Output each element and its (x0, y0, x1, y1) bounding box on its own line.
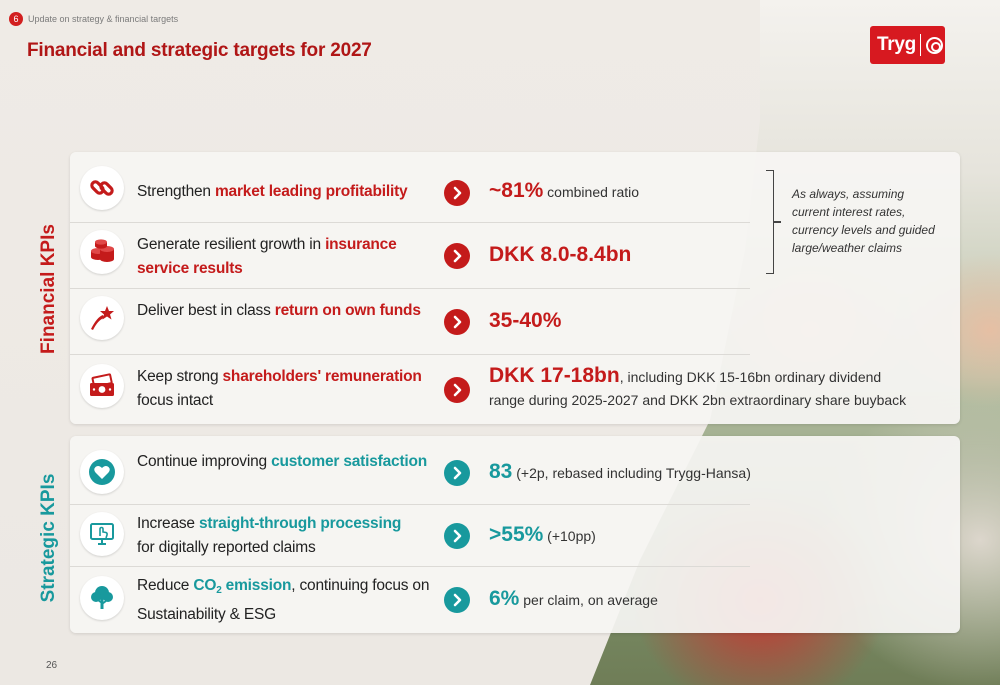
cash-icon (80, 364, 124, 408)
page-title: Financial and strategic targets for 2027 (27, 40, 372, 61)
kpi-description: Continue improving customer satisfaction (137, 453, 428, 470)
section-number-badge: 6 (9, 12, 23, 26)
logo-separator (919, 34, 921, 56)
coin-stack-icon (80, 230, 124, 274)
kpi-description: Generate resilient growth in insurance s… (137, 236, 397, 277)
strategic-kpi-row: Continue improving customer satisfaction… (70, 444, 960, 502)
chevron-right-icon (444, 523, 470, 549)
row-divider (70, 354, 750, 355)
kpi-description: Strengthen market leading profitability (137, 183, 408, 200)
row-divider (70, 222, 750, 223)
kpi-target: DKK 8.0-8.4bn (489, 243, 632, 266)
chevron-right-icon (444, 377, 470, 403)
note-bracket (766, 170, 774, 274)
kpi-description: Deliver best in class return on own fund… (137, 302, 421, 319)
chain-link-icon (80, 166, 124, 210)
financial-kpi-row: Keep strong shareholders' remuneration f… (70, 358, 960, 420)
shooting-star-icon (80, 296, 124, 340)
chevron-right-icon (444, 309, 470, 335)
kpi-target: >55% (+10pp) (489, 523, 596, 546)
chevron-right-icon (444, 460, 470, 486)
kpi-target: 83 (+2p, rebased including Trygg-Hansa) (489, 460, 751, 483)
financial-kpis-label: Financial KPIs (38, 224, 59, 354)
kpi-target: ~81% combined ratio (489, 179, 640, 202)
logo-text: Tryg (877, 34, 916, 55)
financial-kpis-panel: Strengthen market leading profitability … (70, 152, 960, 424)
tryg-logo: Tryg (870, 26, 945, 64)
heart-icon (80, 450, 124, 494)
row-divider (70, 288, 750, 289)
row-divider (70, 504, 750, 505)
chevron-right-icon (444, 587, 470, 613)
financial-kpi-row: Generate resilient growth in insurance s… (70, 226, 960, 286)
kpi-description: Reduce CO2 emission, continuing focus on… (137, 577, 430, 623)
strategic-kpis-label: Strategic KPIs (38, 473, 59, 603)
note-bracket-tick (774, 221, 781, 223)
kpi-description: Increase straight-through processing for … (137, 515, 402, 556)
strategic-kpi-row: Increase straight-through processing for … (70, 506, 960, 564)
kpi-target: DKK 17-18bn, including DKK 15-16bn ordin… (489, 364, 907, 408)
financial-kpi-row: Deliver best in class return on own fund… (70, 292, 960, 352)
tree-icon (80, 576, 124, 620)
kpi-target: 6% per claim, on average (489, 587, 658, 610)
kpi-description: Keep strong shareholders' remuneration f… (137, 368, 422, 409)
financial-kpi-row: Strengthen market leading profitability … (70, 164, 960, 220)
breadcrumb: Update on strategy & financial targets (28, 14, 179, 24)
page-number: 26 (46, 660, 58, 671)
strategic-kpis-panel: Continue improving customer satisfaction… (70, 436, 960, 633)
tryg-emblem-icon (925, 36, 943, 54)
chevron-right-icon (444, 243, 470, 269)
kpi-target: 35-40% (489, 309, 562, 332)
assumptions-note: As always, assuming current interest rat… (792, 187, 935, 255)
monitor-touch-icon (80, 512, 124, 556)
strategic-kpi-row: Reduce CO2 emission, continuing focus on… (70, 568, 960, 628)
row-divider (70, 566, 750, 567)
chevron-right-icon (444, 180, 470, 206)
